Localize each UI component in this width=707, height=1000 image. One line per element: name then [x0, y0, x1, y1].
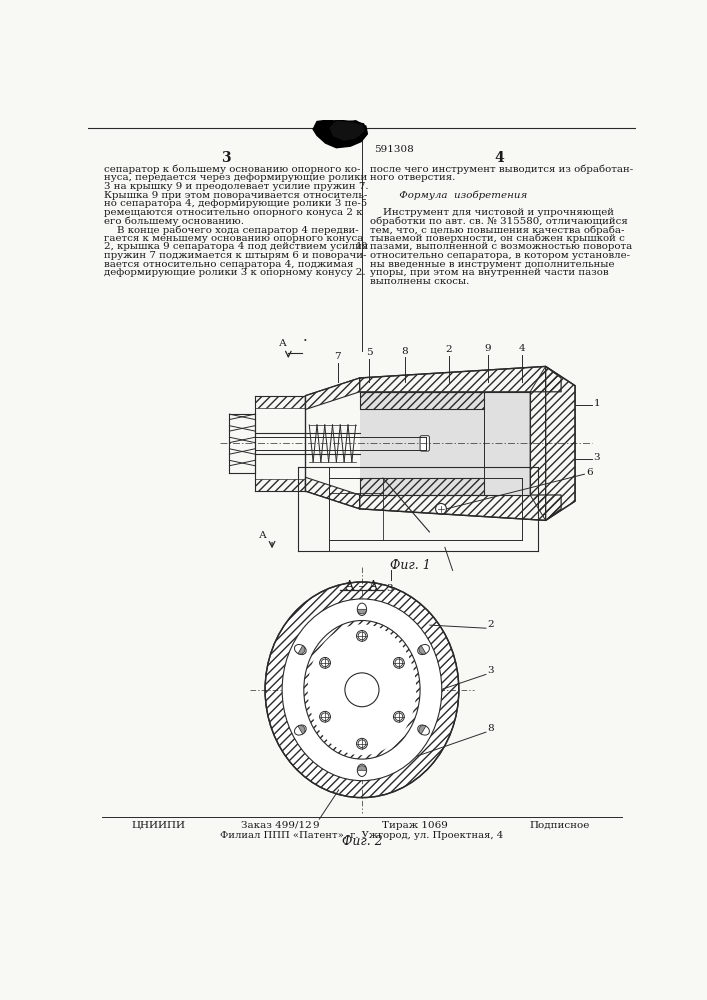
- Text: 9: 9: [484, 344, 491, 353]
- Text: гается к меньшему основанию опорного конуса: гается к меньшему основанию опорного кон…: [104, 234, 363, 243]
- Text: пазами, выполненной с возможностью поворота: пазами, выполненной с возможностью повор…: [370, 242, 632, 251]
- Bar: [360, 392, 530, 495]
- Text: 5: 5: [366, 348, 373, 357]
- Circle shape: [358, 740, 366, 748]
- Ellipse shape: [393, 711, 404, 722]
- Ellipse shape: [295, 725, 306, 735]
- Text: выполнены скосы.: выполнены скосы.: [370, 277, 469, 286]
- Polygon shape: [329, 120, 366, 142]
- Text: 591308: 591308: [373, 145, 414, 154]
- Text: пружин 7 поджимается к штырям 6 и поворачи-: пружин 7 поджимается к штырям 6 и повора…: [104, 251, 366, 260]
- Ellipse shape: [356, 631, 368, 641]
- Text: Заказ 499/12: Заказ 499/12: [240, 821, 311, 830]
- Text: А – А: А – А: [345, 580, 378, 593]
- Text: ЦНИИПИ: ЦНИИПИ: [131, 821, 185, 830]
- Circle shape: [345, 673, 379, 707]
- Circle shape: [321, 659, 329, 667]
- Text: 4: 4: [494, 151, 504, 165]
- Text: обработки по авт. св. № 315580, отличающийся: обработки по авт. св. № 315580, отличающ…: [370, 216, 627, 226]
- Wedge shape: [357, 766, 367, 770]
- Text: 2: 2: [445, 345, 452, 354]
- Ellipse shape: [308, 624, 416, 755]
- Ellipse shape: [320, 711, 330, 722]
- Text: деформирующие ролики 3 к опорному конусу 2.: деформирующие ролики 3 к опорному конусу…: [104, 268, 366, 277]
- Circle shape: [358, 632, 366, 640]
- Text: Крышка 9 при этом поворачивается относитель-: Крышка 9 при этом поворачивается относит…: [104, 191, 367, 200]
- Text: Фиг. 2: Фиг. 2: [341, 835, 382, 848]
- Text: 8: 8: [488, 724, 494, 733]
- Text: 10: 10: [356, 242, 368, 251]
- Text: Тираж 1069: Тираж 1069: [382, 821, 448, 830]
- Ellipse shape: [356, 738, 368, 749]
- Text: Подписное: Подписное: [530, 821, 590, 830]
- Text: вается относительно сепаратора 4, поджимая: вается относительно сепаратора 4, поджим…: [104, 260, 354, 269]
- Text: Инструмент для чистовой и упрочняющей: Инструмент для чистовой и упрочняющей: [370, 208, 614, 217]
- Wedge shape: [298, 725, 305, 734]
- Ellipse shape: [357, 764, 367, 776]
- Ellipse shape: [282, 599, 442, 781]
- Text: 7: 7: [334, 352, 341, 361]
- Text: 2, крышка 9 сепаратора 4 под действием усилия: 2, крышка 9 сепаратора 4 под действием у…: [104, 242, 368, 251]
- Ellipse shape: [393, 657, 404, 668]
- Text: 4: 4: [519, 344, 526, 353]
- Text: 9: 9: [312, 821, 319, 830]
- Text: но сепаратора 4, деформирующие ролики 3 пе-: но сепаратора 4, деформирующие ролики 3 …: [104, 199, 361, 208]
- Text: нуса, передается через деформирующие ролики: нуса, передается через деформирующие рол…: [104, 173, 367, 182]
- Circle shape: [395, 713, 403, 721]
- Text: после чего инструмент выводится из обработан-: после чего инструмент выводится из обраб…: [370, 165, 633, 174]
- Polygon shape: [313, 120, 368, 148]
- Ellipse shape: [418, 725, 429, 735]
- Text: 3: 3: [594, 453, 600, 462]
- Text: упоры, при этом на внутренней части пазов: упоры, при этом на внутренней части пазо…: [370, 268, 608, 277]
- Wedge shape: [357, 609, 367, 614]
- Text: относительно сепаратора, в котором установле-: относительно сепаратора, в котором устан…: [370, 251, 630, 260]
- Text: сепаратор к большему основанию опорного ко-: сепаратор к большему основанию опорного …: [104, 165, 361, 174]
- Text: 3 на крышку 9 и преодолевает усилие пружин 7.: 3 на крышку 9 и преодолевает усилие пруж…: [104, 182, 368, 191]
- Text: ремещаются относительно опорного конуса 2 к: ремещаются относительно опорного конуса …: [104, 208, 363, 217]
- Text: 8: 8: [402, 347, 408, 356]
- Text: В конце рабочего хода сепаратор 4 передви-: В конце рабочего хода сепаратор 4 передв…: [104, 225, 358, 235]
- Text: его большему основанию.: его большему основанию.: [104, 216, 244, 226]
- Text: тем, что, с целью повышения качества обраба-: тем, что, с целью повышения качества обр…: [370, 225, 624, 235]
- Text: Фиг. 1: Фиг. 1: [390, 559, 431, 572]
- Ellipse shape: [320, 657, 330, 668]
- Text: 2: 2: [488, 620, 494, 629]
- Circle shape: [395, 659, 403, 667]
- Ellipse shape: [357, 603, 367, 615]
- Text: А: А: [259, 531, 267, 540]
- Text: тываемой поверхности, он снабжен крышкой с: тываемой поверхности, он снабжен крышкой…: [370, 234, 624, 243]
- Wedge shape: [298, 646, 305, 654]
- Text: ны введенные в инструмент дополнительные: ны введенные в инструмент дополнительные: [370, 260, 614, 269]
- Wedge shape: [419, 725, 426, 734]
- Ellipse shape: [265, 582, 459, 798]
- Text: Формула  изобретения: Формула изобретения: [370, 191, 527, 200]
- Ellipse shape: [418, 644, 429, 655]
- Text: ·: ·: [303, 334, 307, 348]
- FancyBboxPatch shape: [420, 436, 429, 451]
- Circle shape: [321, 713, 329, 721]
- Text: ного отверстия.: ного отверстия.: [370, 173, 455, 182]
- Text: А: А: [279, 339, 287, 348]
- Text: Филиал ППП «Патент», г. Ужгород, ул. Проектная, 4: Филиал ППП «Патент», г. Ужгород, ул. Про…: [221, 831, 503, 840]
- Circle shape: [436, 503, 446, 514]
- Ellipse shape: [295, 644, 306, 655]
- Text: 6: 6: [586, 468, 592, 477]
- Wedge shape: [419, 646, 426, 654]
- Text: 3: 3: [221, 151, 230, 165]
- Text: 3: 3: [488, 666, 494, 675]
- Text: 5: 5: [361, 199, 366, 208]
- Text: 1: 1: [594, 399, 600, 408]
- Text: 3: 3: [386, 584, 392, 593]
